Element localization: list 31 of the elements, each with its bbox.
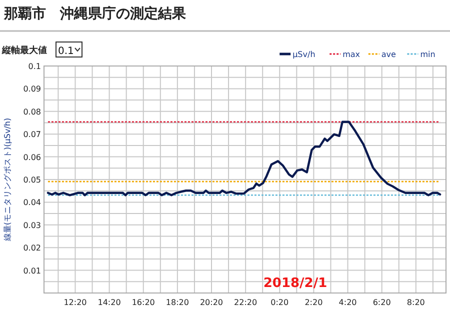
legend-label: μSv/h <box>292 50 316 59</box>
y-tick-label: 0.03 <box>23 220 41 230</box>
x-tick-label: 8:20 <box>406 298 425 307</box>
y-tick-label: 0.05 <box>23 176 41 184</box>
annotation: 2018/2/1 <box>263 276 328 291</box>
x-tick-label: 20:20 <box>200 298 224 307</box>
y-axis-title: 線量(モニタリングポスト)(μSv/h) <box>3 118 12 242</box>
x-tick-label: 4:20 <box>338 298 357 307</box>
x-tick-label: 6:20 <box>372 298 391 307</box>
text: 縦軸最大値 <box>1 45 47 56</box>
x-tick-label: 0:20 <box>270 298 289 307</box>
y-tick-label: 0.06 <box>23 152 41 162</box>
x-tick-label: 16:20 <box>132 298 155 307</box>
y-tick-label: 0.07 <box>23 130 41 140</box>
chart-title: 那覇市 沖縄県庁の測定結果 <box>3 5 187 22</box>
y-tick-label: 0.1 <box>28 62 41 71</box>
line-series <box>46 120 442 196</box>
x-tick-label: 18:20 <box>166 298 189 307</box>
legend-label: min <box>420 50 436 59</box>
y-tick-label: 0.08 <box>23 107 41 116</box>
x-tick-label: 22:20 <box>234 298 258 307</box>
legend-label: ave <box>381 50 396 59</box>
x-tick-label: 2:20 <box>304 298 323 307</box>
x-tick-label: 14:20 <box>98 298 121 307</box>
y-tick-label: 0.09 <box>23 84 41 94</box>
x-tick-label: 12:20 <box>64 298 87 307</box>
y-tick-label: 0.01 <box>23 266 41 276</box>
text: 0.1 <box>58 46 74 57</box>
legend-label: max <box>342 50 360 59</box>
y-tick-label: 0.04 <box>23 198 41 208</box>
y-tick-label: 0.02 <box>23 244 41 253</box>
